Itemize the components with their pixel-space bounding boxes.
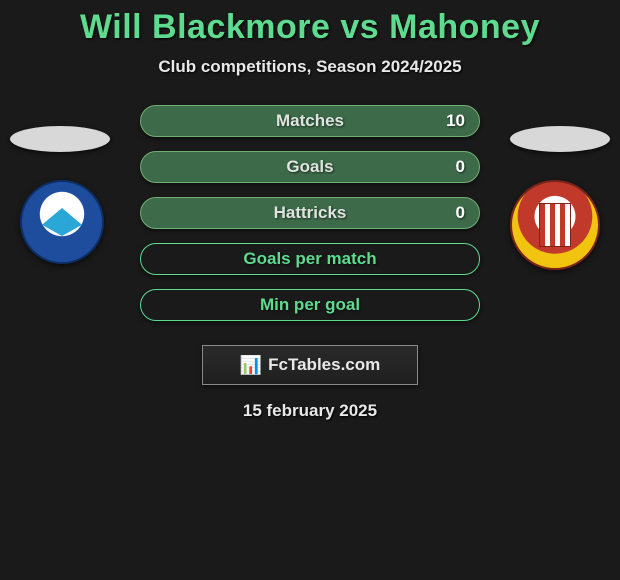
club-badge-left: [20, 180, 104, 264]
page-title: Will Blackmore vs Mahoney: [80, 8, 540, 47]
stat-value-right: 0: [456, 203, 465, 223]
stat-label: Hattricks: [274, 203, 347, 223]
stat-label: Goals per match: [243, 249, 376, 269]
club-badge-right: [510, 180, 600, 270]
stat-row: Matches 10: [140, 105, 480, 137]
stat-label: Min per goal: [260, 295, 360, 315]
chart-icon: 📊: [240, 355, 262, 376]
stat-value-right: 0: [456, 157, 465, 177]
stat-row: Goals 0: [140, 151, 480, 183]
player-ellipse-right: [510, 126, 610, 152]
stat-row: Min per goal: [140, 289, 480, 321]
stat-label: Matches: [276, 111, 344, 131]
stat-row: Goals per match: [140, 243, 480, 275]
watermark: 📊 FcTables.com: [202, 345, 418, 385]
page-subtitle: Club competitions, Season 2024/2025: [158, 57, 461, 77]
stat-value-right: 10: [446, 111, 465, 131]
stat-label: Goals: [286, 157, 333, 177]
player-ellipse-left: [10, 126, 110, 152]
watermark-text: FcTables.com: [268, 355, 380, 375]
stat-row: Hattricks 0: [140, 197, 480, 229]
date: 15 february 2025: [243, 401, 377, 421]
